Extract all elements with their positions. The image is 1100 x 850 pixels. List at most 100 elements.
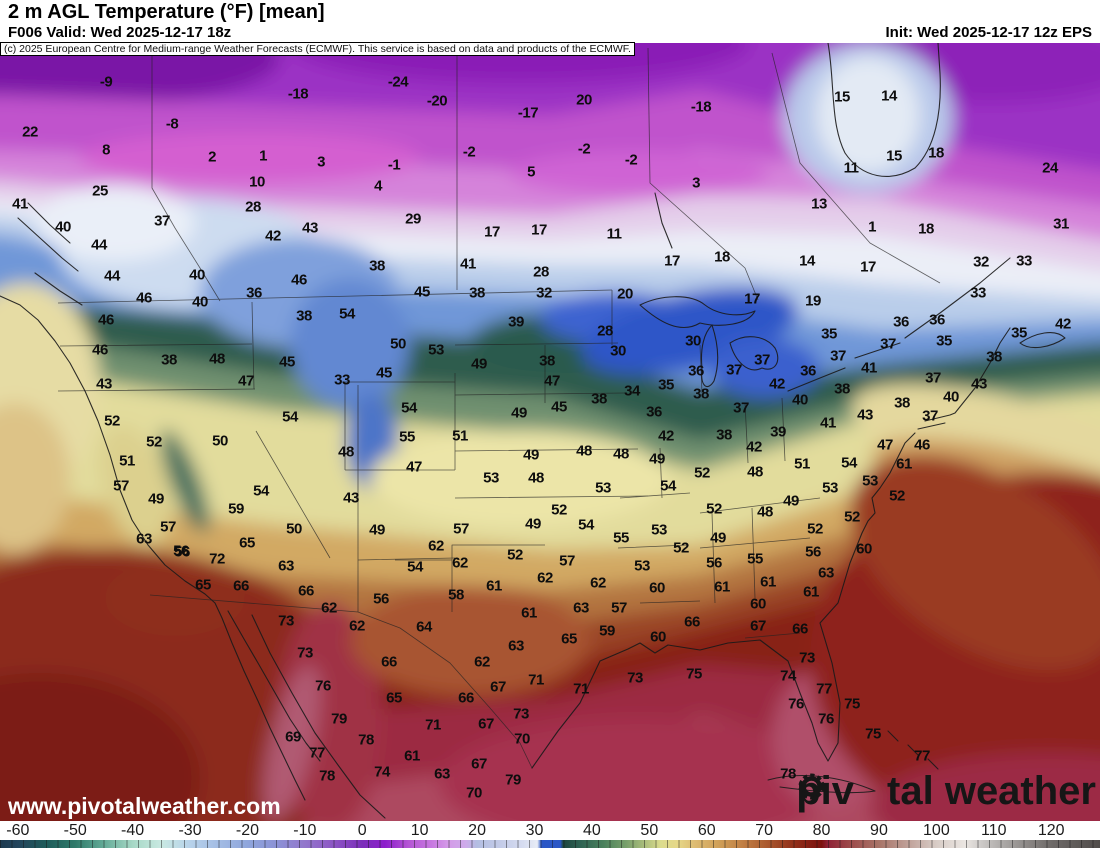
- station-value: 48: [338, 443, 354, 461]
- station-value: -18: [287, 85, 309, 103]
- station-value-layer: -9 -18 22 -8 8 2 1 3 25 10 28 41 37 40 42 43 44 44 40 46 36 4…: [0, 43, 1100, 821]
- station-value: -2: [462, 143, 476, 161]
- station-value: 56: [706, 554, 722, 572]
- station-value: 42: [1055, 315, 1071, 333]
- colorbar-tick: 60: [697, 822, 716, 839]
- station-value: 47: [238, 372, 254, 390]
- station-value: 25: [92, 182, 108, 200]
- station-value: 38: [161, 351, 177, 369]
- station-value: 54: [660, 477, 676, 495]
- logo-text-tal-weather: tal weather: [887, 769, 1096, 813]
- station-value: 57: [559, 552, 575, 570]
- station-value: 22: [22, 123, 38, 141]
- station-value: 61: [760, 573, 776, 591]
- station-value: 78: [780, 765, 796, 783]
- station-value: 43: [96, 375, 112, 393]
- station-value: 77: [309, 744, 325, 762]
- station-value: 60: [856, 540, 872, 558]
- station-value: 48: [613, 445, 629, 463]
- temperature-map[interactable]: -9 -18 22 -8 8 2 1 3 25 10 28 41 37 40 42 43 44 44 40 46 36 4…: [0, 43, 1100, 821]
- station-value: 67: [478, 715, 494, 733]
- colorbar-tick: -50: [63, 822, 87, 839]
- station-value: 33: [1016, 252, 1032, 270]
- station-value: 75: [686, 665, 702, 683]
- colorbar-tick: -30: [178, 822, 202, 839]
- station-value: 52: [706, 500, 722, 518]
- station-value: -1: [387, 156, 401, 174]
- station-value: 41: [861, 359, 877, 377]
- station-value: 60: [650, 628, 666, 646]
- coastline-layer: [0, 43, 1066, 819]
- station-value: 30: [685, 332, 701, 350]
- station-value: 17: [860, 258, 876, 276]
- watermark: www.pivotalweather.com: [8, 793, 281, 819]
- station-value: 59: [599, 622, 615, 640]
- colorbar-tick: -60: [6, 822, 30, 839]
- station-value: 37: [754, 351, 770, 369]
- station-value: 37: [733, 399, 749, 417]
- station-value: -17: [517, 104, 539, 122]
- station-value: 52: [551, 501, 567, 519]
- station-value: 63: [434, 765, 450, 783]
- station-value: 49: [471, 355, 487, 373]
- station-value: 55: [613, 529, 629, 547]
- colorbar-tick: 70: [755, 822, 774, 839]
- station-value: 44: [91, 236, 107, 254]
- station-value: 35: [658, 376, 674, 394]
- station-value: -18: [690, 98, 712, 116]
- station-value: 18: [928, 144, 944, 162]
- station-value: 74: [374, 763, 390, 781]
- page-title: 2 m AGL Temperature (°F) [mean]: [8, 1, 325, 23]
- station-value: 13: [811, 195, 827, 213]
- station-value: 53: [428, 341, 444, 359]
- station-value: 52: [694, 464, 710, 482]
- station-value: 67: [750, 617, 766, 635]
- station-value: 62: [452, 554, 468, 572]
- station-value: 67: [471, 755, 487, 773]
- station-value: 10: [249, 173, 265, 191]
- station-value: 52: [844, 508, 860, 526]
- station-value: 38: [986, 348, 1002, 366]
- station-value: 37: [880, 335, 896, 353]
- station-value: 56: [173, 542, 189, 560]
- station-value: 45: [279, 353, 295, 371]
- station-value: 76: [788, 695, 804, 713]
- colorbar-tick: 30: [525, 822, 544, 839]
- station-value: 40: [55, 218, 71, 236]
- station-value: 53: [634, 557, 650, 575]
- colorbar-tick: 120: [1037, 822, 1065, 839]
- station-value: 29: [405, 210, 421, 228]
- colorbar-tick: 20: [468, 822, 486, 839]
- station-value: 42: [265, 227, 281, 245]
- station-value: 32: [536, 284, 552, 302]
- colorbar: -60 -50 -40 -30 -20 -10 0 10 20 30 40 50 60 70 80 90 100…: [0, 821, 1100, 850]
- station-value: 37: [830, 347, 846, 365]
- station-value: 11: [843, 159, 859, 177]
- station-value: 17: [531, 221, 547, 239]
- station-value: 52: [104, 412, 120, 430]
- station-value: 61: [803, 583, 819, 601]
- station-value: 4: [374, 177, 382, 195]
- station-value: -9: [99, 73, 113, 91]
- station-value: 49: [710, 529, 726, 547]
- station-value: 51: [794, 455, 810, 473]
- station-value: 53: [862, 472, 878, 490]
- station-value: 71: [573, 680, 589, 698]
- station-value: 53: [822, 479, 838, 497]
- station-value: 52: [889, 487, 905, 505]
- station-value: 33: [970, 284, 986, 302]
- station-value: 38: [369, 257, 385, 275]
- station-value: 67: [490, 678, 506, 696]
- station-value: 62: [428, 537, 444, 555]
- station-value: 17: [484, 223, 500, 241]
- station-value: 66: [298, 582, 314, 600]
- station-value: 59: [228, 500, 244, 518]
- station-value: 40: [189, 266, 205, 284]
- station-value: 71: [425, 716, 441, 734]
- station-value: 52: [673, 539, 689, 557]
- station-value: 65: [195, 576, 211, 594]
- station-value: 39: [508, 313, 524, 331]
- station-value: 54: [578, 516, 594, 534]
- station-value: 46: [914, 436, 930, 454]
- station-value: 49: [369, 521, 385, 539]
